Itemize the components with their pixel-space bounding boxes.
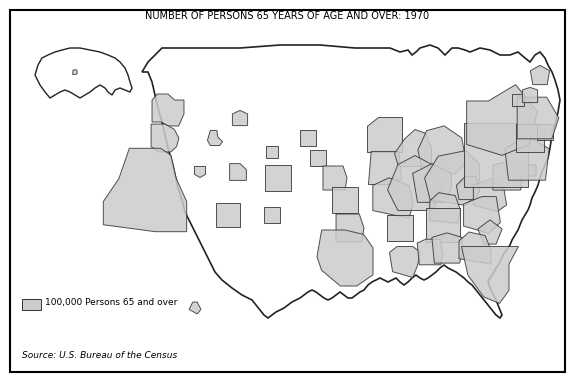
Polygon shape [473,178,507,212]
Polygon shape [332,187,358,213]
Polygon shape [417,239,443,265]
Polygon shape [369,151,401,185]
Polygon shape [512,94,524,107]
Polygon shape [323,166,347,190]
Text: 100,000 Persons 65 and over: 100,000 Persons 65 and over [45,298,178,306]
Bar [22,299,41,310]
Polygon shape [459,232,491,264]
Polygon shape [152,94,184,126]
Polygon shape [208,130,223,146]
Polygon shape [463,197,500,233]
Polygon shape [216,203,240,227]
Polygon shape [464,123,528,187]
Polygon shape [194,167,205,178]
Polygon shape [394,129,431,167]
Polygon shape [151,124,179,152]
Polygon shape [336,214,364,242]
Polygon shape [478,220,502,244]
Polygon shape [427,209,459,241]
Polygon shape [523,87,538,103]
Polygon shape [516,124,544,152]
Polygon shape [389,246,420,277]
Polygon shape [264,165,292,191]
Polygon shape [530,65,550,85]
Polygon shape [263,207,281,223]
Polygon shape [373,178,413,218]
Polygon shape [189,302,201,314]
Polygon shape [517,97,559,139]
Polygon shape [432,233,462,263]
Polygon shape [229,163,247,180]
Polygon shape [413,163,451,202]
Polygon shape [418,126,466,174]
Polygon shape [388,155,442,210]
Text: NUMBER OF PERSONS 65 YEARS OF AGE AND OVER: 1970: NUMBER OF PERSONS 65 YEARS OF AGE AND OV… [145,11,429,21]
Text: Source: U.S. Bureau of the Census: Source: U.S. Bureau of the Census [22,351,177,360]
Polygon shape [387,215,413,241]
Polygon shape [457,176,480,199]
Polygon shape [232,110,248,126]
Polygon shape [493,160,523,190]
Polygon shape [104,148,187,232]
Polygon shape [317,230,373,286]
Polygon shape [467,85,538,155]
Polygon shape [72,70,78,74]
Polygon shape [430,193,460,223]
Polygon shape [367,118,402,152]
Polygon shape [300,130,316,146]
Polygon shape [462,246,519,303]
Polygon shape [310,150,326,166]
Polygon shape [425,151,480,206]
Polygon shape [524,164,536,176]
Polygon shape [505,136,549,180]
Polygon shape [536,124,553,141]
Polygon shape [266,146,278,158]
